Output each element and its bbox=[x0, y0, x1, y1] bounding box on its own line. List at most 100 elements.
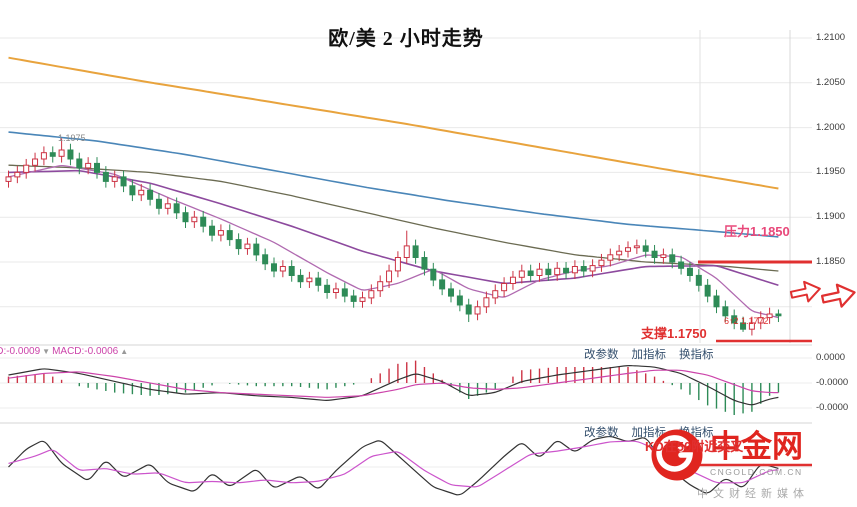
macd-axis-label: -0.0000 bbox=[816, 377, 849, 388]
macd-dea-value: MACD:-0.0006 bbox=[52, 346, 119, 357]
macd-value-readout: MACD:-0.0009▼MACD:-0.0006▲ bbox=[0, 346, 130, 357]
candle bbox=[704, 284, 711, 297]
candle bbox=[678, 261, 685, 269]
candle bbox=[518, 270, 525, 278]
kd-lines bbox=[8, 435, 779, 496]
price-axis-label: 1.2050 bbox=[816, 77, 846, 88]
change-params-link[interactable]: 改参数 bbox=[584, 427, 619, 439]
candle bbox=[155, 198, 162, 209]
candle bbox=[297, 274, 304, 283]
candle bbox=[775, 313, 782, 317]
candle bbox=[722, 306, 729, 317]
candle bbox=[129, 185, 136, 196]
macd-axis-label: -0.0000 bbox=[816, 402, 849, 413]
candle bbox=[67, 149, 74, 160]
candle bbox=[403, 245, 410, 258]
down-arrow-icon: ▼ bbox=[42, 347, 51, 356]
candle bbox=[279, 266, 286, 272]
candle bbox=[686, 267, 693, 276]
ma-lines bbox=[8, 56, 779, 319]
candle bbox=[509, 276, 516, 285]
candle bbox=[439, 279, 446, 290]
candle bbox=[332, 288, 339, 293]
add-indicator-link[interactable]: 加指标 bbox=[631, 427, 667, 439]
candle bbox=[589, 265, 596, 272]
up-arrow-icon: ▲ bbox=[120, 347, 129, 356]
red-arrow-icon bbox=[820, 283, 856, 308]
chart-title: 欧/美 2 小时走势 bbox=[328, 28, 484, 50]
kd-note-label: KD在50附近交叉 bbox=[645, 439, 744, 454]
red-arrow-icon bbox=[789, 280, 821, 303]
candle bbox=[23, 164, 30, 173]
candle bbox=[85, 162, 92, 169]
candle bbox=[209, 225, 216, 236]
candle bbox=[554, 267, 561, 276]
macd-dea-line bbox=[8, 369, 779, 398]
candle bbox=[386, 270, 393, 283]
candle bbox=[633, 245, 640, 249]
add-indicator-link[interactable]: 加指标 bbox=[631, 349, 667, 361]
macd-dif-value: MACD:-0.0009 bbox=[0, 346, 41, 357]
price-axis-label: 1.1900 bbox=[816, 211, 846, 222]
candle bbox=[217, 230, 224, 236]
resistance-label: 压力1.1850 bbox=[724, 224, 790, 239]
candle bbox=[262, 254, 269, 265]
candle bbox=[616, 250, 623, 256]
candle bbox=[235, 239, 242, 250]
candle bbox=[244, 243, 251, 250]
candle bbox=[430, 268, 437, 281]
candle bbox=[164, 203, 171, 209]
candle bbox=[76, 158, 83, 169]
watermark-brand: 中金网 bbox=[710, 429, 803, 464]
candle bbox=[492, 290, 499, 299]
candles bbox=[5, 138, 782, 336]
ma-fast-purple bbox=[8, 165, 779, 319]
macd-axis-label: 0.0000 bbox=[816, 352, 846, 363]
candle bbox=[14, 171, 21, 178]
change-params-link[interactable]: 改参数 bbox=[584, 349, 619, 361]
candle bbox=[368, 290, 375, 299]
candle bbox=[598, 259, 605, 267]
candle bbox=[421, 257, 428, 270]
macd-panel-toolbar: 改参数 加指标 换指标 bbox=[584, 346, 714, 362]
candle bbox=[5, 176, 12, 182]
candle bbox=[412, 245, 419, 258]
candle bbox=[226, 230, 233, 241]
candle bbox=[456, 295, 463, 306]
ma-mid-purple bbox=[8, 169, 779, 287]
candle bbox=[642, 245, 649, 252]
candle bbox=[766, 313, 773, 319]
candle bbox=[40, 152, 47, 160]
candle bbox=[625, 247, 631, 252]
candle bbox=[571, 266, 578, 274]
candle bbox=[58, 149, 65, 157]
price-axis-label: 1.2000 bbox=[816, 122, 846, 133]
candle bbox=[474, 306, 481, 315]
last-low-label: 6↑2 1.1772 bbox=[724, 316, 769, 326]
candle bbox=[200, 216, 207, 227]
candle bbox=[527, 270, 534, 276]
candle bbox=[713, 295, 720, 308]
price-axis-label: 1.2100 bbox=[816, 32, 846, 43]
candle bbox=[651, 250, 658, 258]
candle bbox=[394, 257, 401, 272]
candle bbox=[545, 268, 552, 276]
candle bbox=[359, 297, 366, 302]
candle bbox=[120, 176, 127, 187]
candle bbox=[102, 171, 109, 182]
macd-dif-line bbox=[8, 365, 779, 406]
candle bbox=[182, 212, 189, 223]
watermark-tagline: 中文财经新媒体 bbox=[697, 488, 809, 500]
macd-histogram bbox=[7, 360, 780, 415]
price-axis-label: 1.1850 bbox=[816, 256, 846, 267]
candle bbox=[324, 284, 331, 293]
trend-arrows bbox=[789, 280, 856, 308]
candle bbox=[138, 189, 145, 196]
candle bbox=[341, 288, 348, 297]
ma-long-orange bbox=[8, 56, 779, 190]
price-axis-label: 1.1950 bbox=[816, 166, 846, 177]
switch-indicator-link[interactable]: 换指标 bbox=[679, 349, 714, 361]
cngold-logo-icon bbox=[651, 429, 703, 481]
support-label: 支撑1.1750 bbox=[641, 326, 707, 341]
